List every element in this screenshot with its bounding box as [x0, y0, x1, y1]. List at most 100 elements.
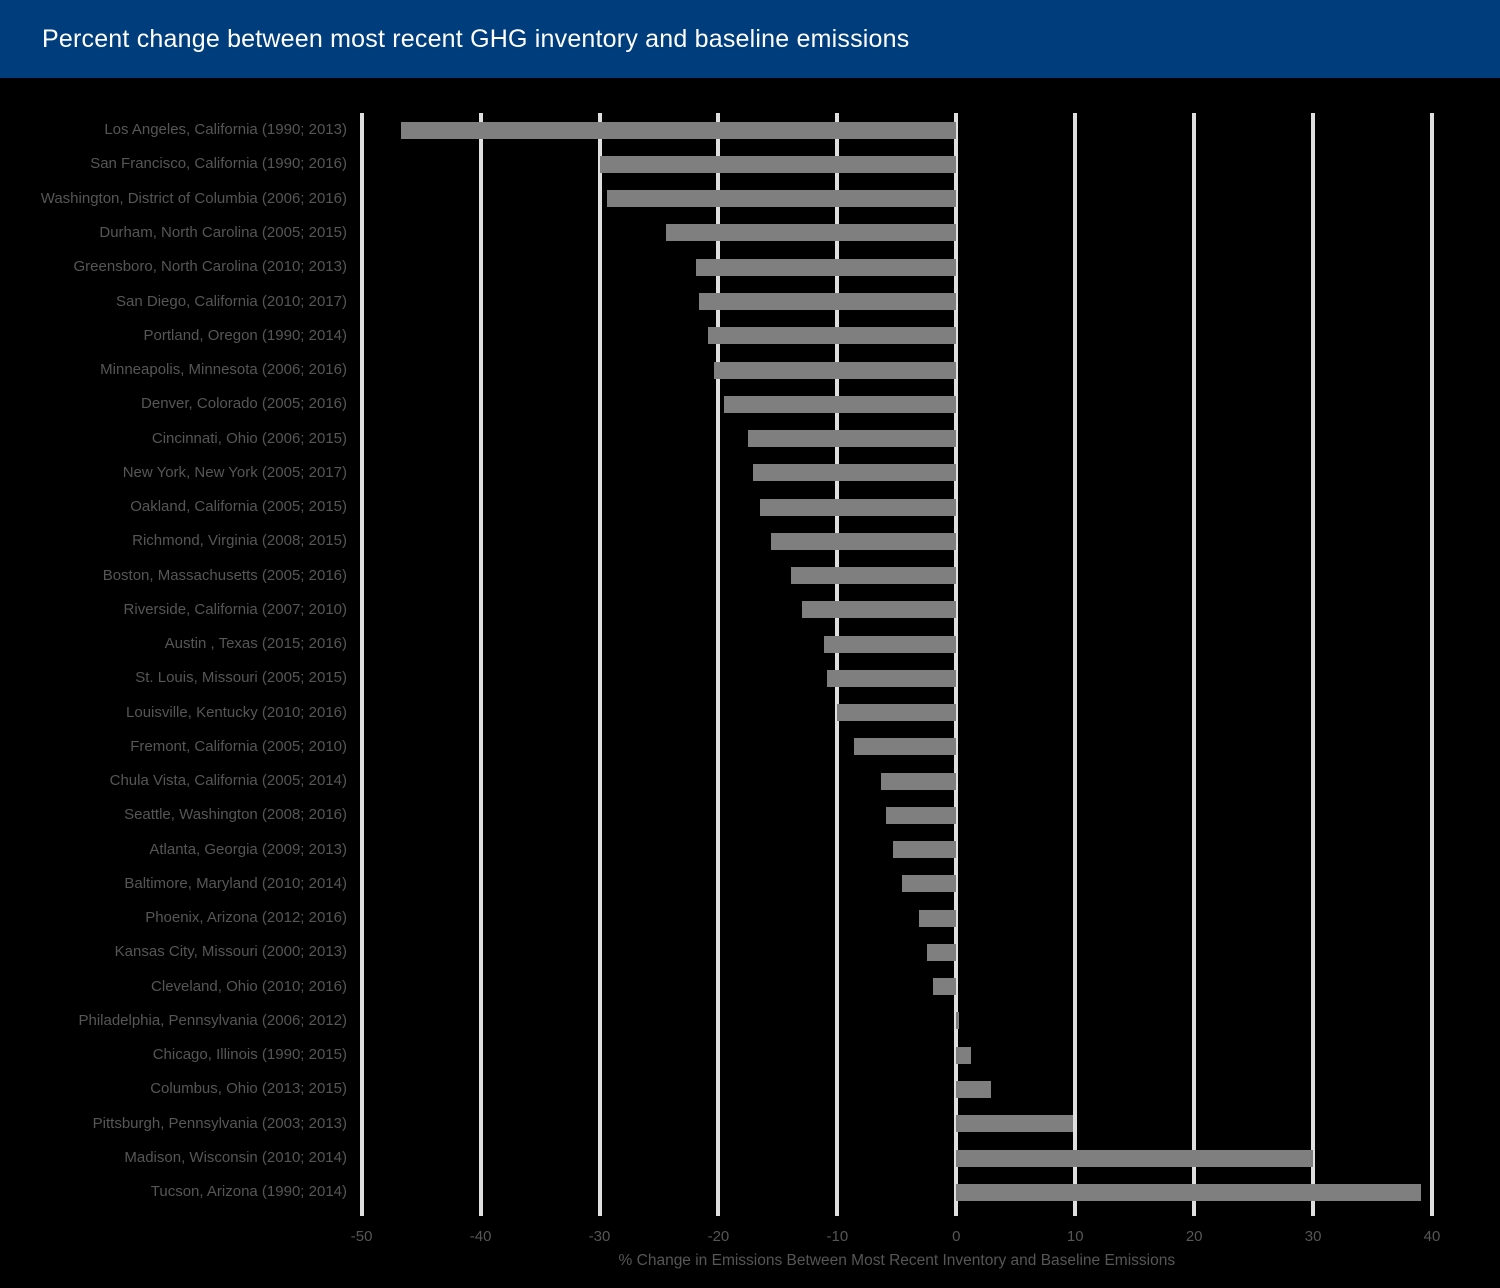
chart-row: Washington, District of Columbia (2006; … — [0, 182, 1500, 216]
chart-row: Durham, North Carolina (2005; 2015) — [0, 216, 1500, 250]
bar — [699, 293, 957, 310]
bar — [956, 1012, 959, 1030]
bar — [956, 1149, 1314, 1167]
gridline — [1311, 113, 1316, 1216]
category-label: Minneapolis, Minnesota (2006; 2016) — [100, 361, 347, 379]
bar — [752, 464, 957, 482]
category-label: Washington, District of Columbia (2006; … — [40, 189, 347, 207]
bar — [801, 601, 957, 619]
x-tick-label: -20 — [707, 1228, 730, 1245]
category-label: Kansas City, Missouri (2000; 2013) — [114, 943, 347, 961]
bar — [770, 532, 957, 550]
chart-row: Kansas City, Missouri (2000; 2013) — [0, 935, 1500, 969]
chart-row: Madison, Wisconsin (2010; 2014) — [0, 1141, 1500, 1175]
category-label: Los Angeles, California (1990; 2013) — [104, 121, 347, 139]
category-label: Phoenix, Arizona (2012; 2016) — [145, 909, 347, 927]
bar — [707, 327, 957, 345]
chart-row: Portland, Oregon (1990; 2014) — [0, 319, 1500, 353]
category-label: Denver, Colorado (2005; 2016) — [141, 395, 347, 413]
bar — [881, 772, 957, 790]
bar — [893, 841, 957, 859]
x-tick-label: -10 — [826, 1228, 849, 1245]
chart-row: Phoenix, Arizona (2012; 2016) — [0, 901, 1500, 935]
chart-row: Fremont, California (2005; 2010) — [0, 730, 1500, 764]
chart-row: Columbus, Ohio (2013; 2015) — [0, 1072, 1500, 1106]
bar — [837, 704, 957, 722]
bar — [956, 1115, 1073, 1133]
category-label: Chula Vista, California (2005; 2014) — [109, 772, 347, 790]
chart-row: Tucson, Arizona (1990; 2014) — [0, 1175, 1500, 1209]
gridline — [478, 113, 483, 1216]
category-label: Cincinnati, Ohio (2006; 2015) — [151, 429, 347, 447]
bar — [901, 875, 957, 893]
chart-row: St. Louis, Missouri (2005; 2015) — [0, 661, 1500, 695]
category-label: Pittsburgh, Pennsylvania (2003; 2013) — [92, 1114, 347, 1132]
header-bar: Percent change between most recent GHG i… — [0, 0, 1500, 78]
category-label: Boston, Massachusetts (2005; 2016) — [102, 566, 347, 584]
category-label: San Diego, California (2010; 2017) — [116, 292, 347, 310]
category-label: Atlanta, Georgia (2009; 2013) — [149, 840, 347, 858]
chart-row: Chula Vista, California (2005; 2014) — [0, 764, 1500, 798]
bar — [713, 361, 957, 379]
category-label: Baltimore, Maryland (2010; 2014) — [124, 874, 347, 892]
category-label: San Francisco, California (1990; 2016) — [90, 155, 347, 173]
chart-row: Los Angeles, California (1990; 2013) — [0, 113, 1500, 147]
chart-row: San Francisco, California (1990; 2016) — [0, 147, 1500, 181]
category-label: Richmond, Virginia (2008; 2015) — [132, 532, 347, 550]
bar — [886, 806, 957, 824]
chart-row: Seattle, Washington (2008; 2016) — [0, 798, 1500, 832]
bar — [760, 498, 957, 516]
category-label: Austin , Texas (2015; 2016) — [164, 635, 347, 653]
category-label: St. Louis, Missouri (2005; 2015) — [135, 669, 347, 687]
gridline — [1430, 113, 1435, 1216]
bar — [599, 155, 957, 173]
bar — [695, 258, 957, 276]
page-title: Percent change between most recent GHG i… — [42, 24, 910, 53]
chart-row: Chicago, Illinois (1990; 2015) — [0, 1038, 1500, 1072]
bar — [956, 1183, 1422, 1201]
gridline — [716, 113, 721, 1216]
gridline — [1073, 113, 1078, 1216]
gridline — [1192, 113, 1197, 1216]
bar — [926, 943, 957, 961]
bar — [606, 190, 957, 208]
category-label: New York, New York (2005; 2017) — [122, 463, 347, 481]
gridline — [954, 113, 959, 1216]
category-label: Seattle, Washington (2008; 2016) — [124, 806, 347, 824]
chart-row: Baltimore, Maryland (2010; 2014) — [0, 867, 1500, 901]
chart-row: Austin , Texas (2015; 2016) — [0, 627, 1500, 661]
x-tick-label: 0 — [952, 1228, 961, 1245]
bar — [666, 224, 957, 242]
category-label: Portland, Oregon (1990; 2014) — [143, 326, 347, 344]
bar — [956, 1046, 971, 1064]
chart-row: Cleveland, Ohio (2010; 2016) — [0, 970, 1500, 1004]
x-tick-label: 20 — [1185, 1228, 1203, 1245]
x-axis-title: % Change in Emissions Between Most Recen… — [618, 1252, 1176, 1269]
x-tick-label: -50 — [350, 1228, 373, 1245]
chart-row: Philadelphia, Pennsylvania (2006; 2012) — [0, 1004, 1500, 1038]
x-tick-label: 10 — [1066, 1228, 1084, 1245]
category-label: Tucson, Arizona (1990; 2014) — [150, 1183, 347, 1201]
bar — [791, 567, 957, 585]
category-label: Louisville, Kentucky (2010; 2016) — [126, 703, 347, 721]
chart-row: Atlanta, Georgia (2009; 2013) — [0, 833, 1500, 867]
category-label: Riverside, California (2007; 2010) — [123, 600, 347, 618]
gridline — [597, 113, 602, 1216]
gridline — [835, 113, 840, 1216]
x-tick-label: -30 — [588, 1228, 611, 1245]
chart-row: Boston, Massachusetts (2005; 2016) — [0, 559, 1500, 593]
category-label: Philadelphia, Pennsylvania (2006; 2012) — [78, 1011, 347, 1029]
chart-row: New York, New York (2005; 2017) — [0, 456, 1500, 490]
category-label: Madison, Wisconsin (2010; 2014) — [124, 1149, 347, 1166]
category-label: Columbus, Ohio (2013; 2015) — [150, 1080, 347, 1098]
gridline — [359, 113, 364, 1216]
x-tick-label: 40 — [1423, 1228, 1441, 1245]
chart-row: Oakland, California (2005; 2015) — [0, 490, 1500, 524]
chart-row: Louisville, Kentucky (2010; 2016) — [0, 696, 1500, 730]
chart-row: Minneapolis, Minnesota (2006; 2016) — [0, 353, 1500, 387]
chart-row: Denver, Colorado (2005; 2016) — [0, 387, 1500, 421]
category-label: Cleveland, Ohio (2010; 2016) — [151, 977, 347, 995]
chart-row: Greensboro, North Carolina (2010; 2013) — [0, 250, 1500, 284]
